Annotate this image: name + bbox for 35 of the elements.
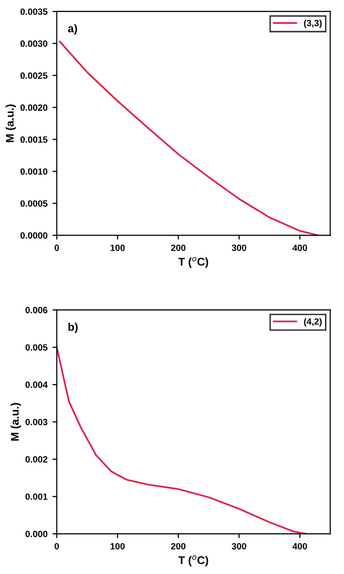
x-tick-label: 400 [292,244,308,251]
y-tick-label: 0.005 [26,344,48,351]
line-series [56,346,307,534]
line-series [58,40,319,236]
y-tick-label: 0.0035 [20,8,48,15]
annotation: a) [68,24,78,35]
y-axis-title: M (a.u.) [10,403,21,441]
legend-label: (3,3) [304,20,322,28]
x-tick-label: 0 [54,244,59,251]
y-tick-label: 0.002 [26,456,48,463]
annotation: b) [68,322,78,334]
y-tick-label: 0.0010 [20,168,48,175]
x-tick-label: 100 [110,244,125,251]
x-axis-title: T ($^{o}$C) [178,256,208,268]
y-tick-label: 0.006 [26,306,48,314]
y-tick-label: 0.001 [26,493,48,500]
y-tick-label: 0.004 [26,382,48,388]
x-axis-title: T ($^{o}$C) [178,555,208,566]
legend-label: (4,2) [304,318,322,326]
y-tick-label: 0.0030 [20,40,48,47]
y-tick-label: 0.0015 [20,136,48,143]
y-tick-label: 0.0025 [20,72,48,79]
x-tick-label: 200 [171,244,186,251]
y-tick-label: 0.0000 [20,232,48,239]
y-tick-label: 0.003 [26,418,48,426]
x-tick-label: 0 [54,543,59,550]
y-axis-title: M (a.u.) [6,104,16,142]
y-tick-label: 0.0005 [20,200,48,207]
x-tick-label: 100 [110,543,125,550]
x-tick-label: 400 [292,543,308,550]
y-tick-label: 0.000 [26,530,48,538]
x-tick-label: 300 [232,244,246,252]
y-tick-label: 0.0020 [20,104,48,111]
x-tick-label: 200 [171,543,186,550]
x-tick-label: 300 [232,543,246,550]
